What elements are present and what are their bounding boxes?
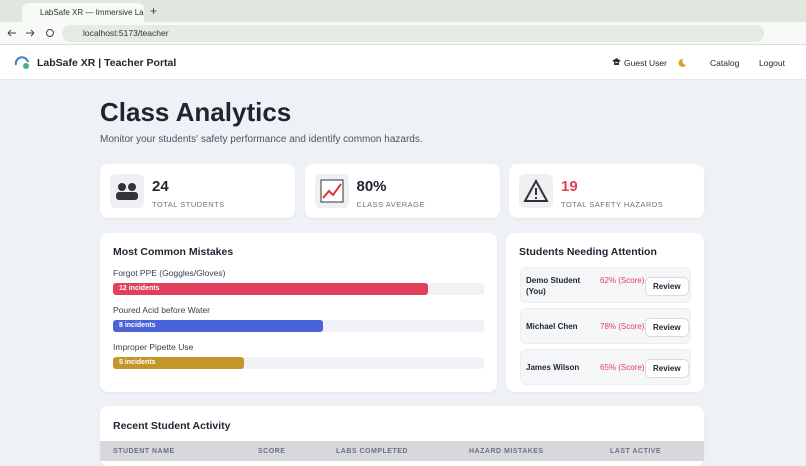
- bar: 5 incidents: [113, 357, 245, 369]
- stat-icon: [519, 174, 553, 208]
- panel-title: Most Common Mistakes: [113, 246, 234, 258]
- bar-track: 5 incidents: [113, 357, 484, 369]
- mistake-name: Poured Acid before Water: [113, 305, 211, 315]
- theme-toggle[interactable]: [677, 58, 687, 68]
- bar-label: 12 incidents: [119, 285, 160, 292]
- column-header: SCORE: [258, 448, 286, 455]
- page-subtitle: Monitor your students' safety performanc…: [100, 134, 423, 145]
- nav-icons[interactable]: [6, 27, 56, 39]
- user-icon: [612, 58, 621, 65]
- mistakes-panel: Most Common Mistakes Forgot PPE (Goggles…: [100, 233, 497, 392]
- review-button[interactable]: Review: [645, 318, 689, 337]
- stat-label: TOTAL STUDENTS: [152, 200, 225, 209]
- stat-icon: [314, 174, 349, 208]
- bar-track: 12 incidents: [113, 283, 484, 295]
- column-header: LABS COMPLETED: [336, 448, 408, 455]
- bar-label: 5 incidents: [119, 359, 156, 366]
- stat-card: 24 TOTAL STUDENTS: [100, 164, 295, 218]
- stat-icon: [110, 174, 144, 208]
- nav-link[interactable]: Logout: [759, 58, 785, 68]
- column-header: HAZARD MISTAKES: [469, 448, 544, 455]
- page-title: Class Analytics: [100, 97, 292, 127]
- activity-panel: Recent Student Activity STUDENT NAME SCOR…: [100, 406, 704, 466]
- stat-label: CLASS AVERAGE: [356, 200, 425, 209]
- student-row: Demo Student (You) 62% (Score) Review: [520, 267, 691, 303]
- browser-tab[interactable]: LabSafe XR — Immersive Lab S: [22, 3, 144, 22]
- panel-title: Students Needing Attention: [519, 246, 657, 258]
- app-header: LabSafe XR | Teacher Portal Guest User C…: [0, 45, 806, 80]
- column-header: STUDENT NAME: [113, 448, 175, 455]
- logo: [14, 56, 29, 69]
- student-score: 62% (Score): [600, 276, 645, 285]
- review-button[interactable]: Review: [645, 359, 689, 378]
- nav-link[interactable]: Catalog: [710, 58, 740, 68]
- student-score: 65% (Score): [600, 363, 645, 372]
- bar: 8 incidents: [113, 320, 324, 332]
- student-row: James Wilson 65% (Score) Review: [520, 349, 691, 385]
- column-header: LAST ACTIVE: [610, 448, 662, 455]
- stat-label: TOTAL SAFETY HAZARDS: [561, 200, 664, 209]
- bar-track: 8 incidents: [113, 320, 484, 332]
- student-name: Demo Student (You): [526, 276, 581, 296]
- student-row: Michael Chen 78% (Score) Review: [520, 308, 691, 344]
- new-tab-icon[interactable]: +: [150, 4, 158, 18]
- attention-panel: Students Needing Attention Demo Student …: [506, 233, 704, 392]
- mistake-name: Forgot PPE (Goggles/Gloves): [113, 268, 226, 278]
- mistake-name: Improper Pipette Use: [113, 342, 194, 352]
- brand: LabSafe XR | Teacher Portal: [37, 57, 177, 69]
- stat-value: 24: [152, 178, 169, 195]
- review-button[interactable]: Review: [645, 277, 689, 296]
- student-score: 78% (Score): [600, 322, 645, 331]
- bar-label: 8 incidents: [119, 322, 156, 329]
- tab-bar: LabSafe XR — Immersive Lab S +: [0, 0, 806, 22]
- stat-value: 80%: [356, 178, 387, 195]
- panel-title: Recent Student Activity: [113, 420, 231, 432]
- student-name: Michael Chen: [526, 322, 578, 331]
- stat-value: 19: [561, 178, 578, 195]
- student-name: James Wilson: [526, 363, 580, 372]
- bar: 12 incidents: [113, 283, 429, 295]
- stat-card: 19 TOTAL SAFETY HAZARDS: [509, 164, 704, 218]
- address-bar: localhost:5173/teacher: [0, 22, 806, 45]
- url-field[interactable]: localhost:5173/teacher: [62, 25, 764, 42]
- stat-card: 80% CLASS AVERAGE: [304, 164, 500, 218]
- user-name[interactable]: Guest User: [624, 58, 667, 68]
